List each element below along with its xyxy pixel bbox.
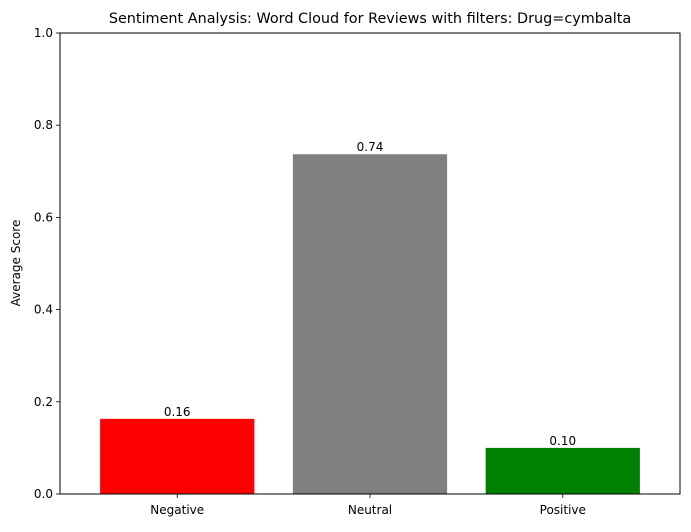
bar-value-label-neutral: 0.74 (357, 140, 384, 154)
bar-value-label-negative: 0.16 (164, 405, 191, 419)
plot-frame (59, 32, 681, 495)
bar-value-labels: 0.16 0.74 0.10 (164, 140, 576, 448)
x-tick-label-positive: Positive (540, 503, 586, 517)
bar-positive (485, 447, 640, 494)
y-axis-ticks: 0.0 0.2 0.4 0.6 0.8 1.0 (34, 26, 60, 501)
y-tick-label: 0.0 (34, 487, 53, 501)
x-axis-ticks: Negative Neutral Positive (150, 494, 586, 517)
bar-neutral (292, 154, 448, 495)
y-tick-label: 0.6 (34, 210, 53, 224)
y-tick-label: 0.8 (34, 118, 53, 132)
bar-negative (100, 418, 255, 494)
chart-title: Sentiment Analysis: Word Cloud for Revie… (109, 11, 631, 27)
x-tick-label-negative: Negative (150, 503, 204, 517)
y-tick-label: 0.4 (34, 303, 53, 317)
bars-layer (100, 154, 640, 495)
y-axis-label: Average Score (9, 220, 23, 307)
bar-value-label-positive: 0.10 (549, 434, 576, 448)
x-tick-label-neutral: Neutral (348, 503, 392, 517)
y-tick-label: 0.2 (34, 395, 53, 409)
y-tick-label: 1.0 (34, 26, 53, 40)
